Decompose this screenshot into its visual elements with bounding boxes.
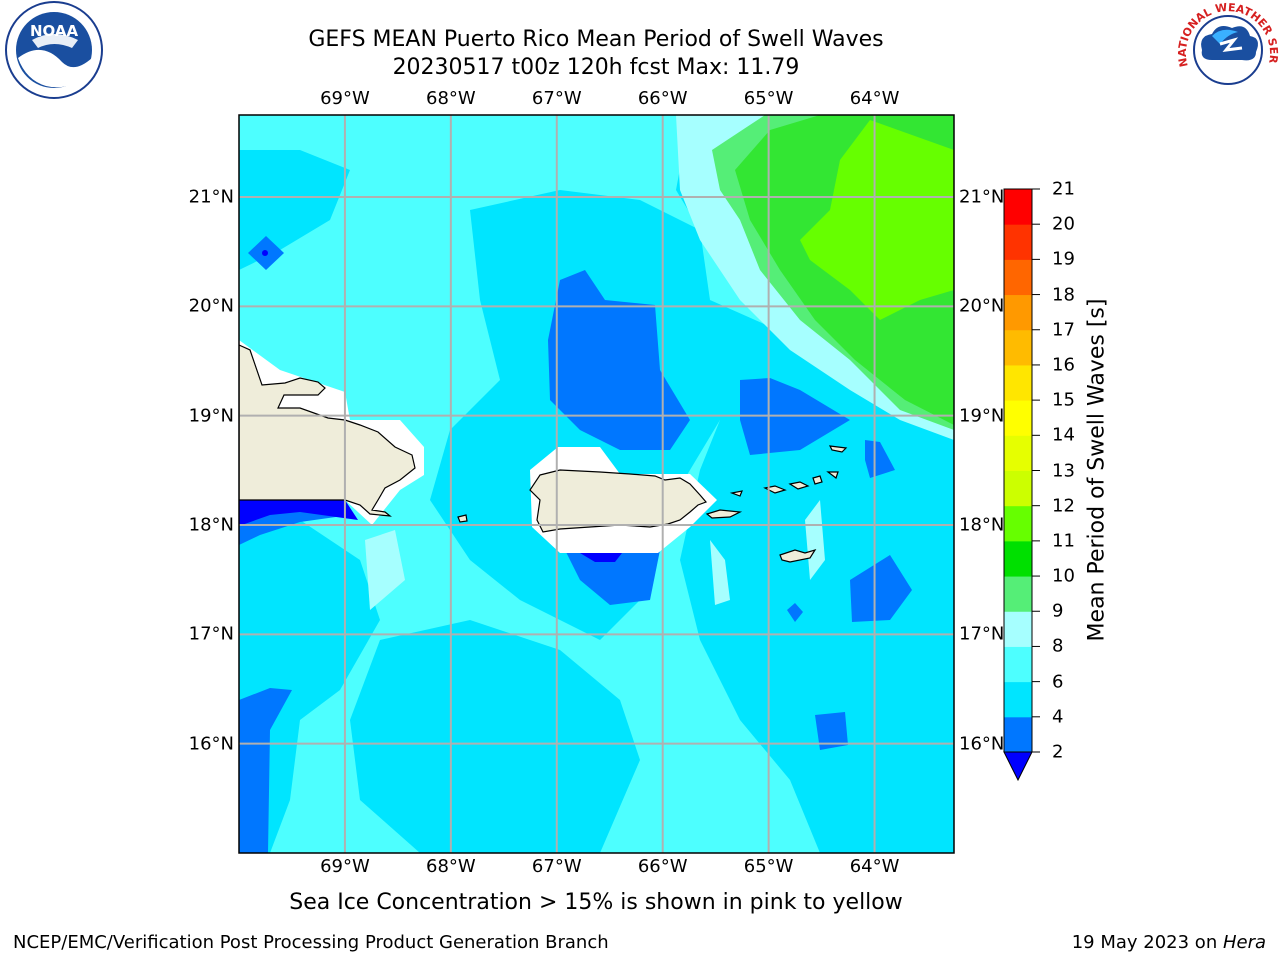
contour-8-9-patch-south	[365, 530, 405, 610]
colorbar-tick-label: 10	[1052, 565, 1075, 587]
colorbar-segment	[1004, 400, 1032, 436]
colorbar-tick-label: 20	[1052, 213, 1075, 235]
noaa-logo: NOAA	[5, 1, 103, 99]
colorbar	[1003, 188, 1040, 782]
footer-branch: NCEP/EMC/Verification Post Processing Pr…	[13, 932, 609, 953]
colorbar-tick-label: 14	[1052, 424, 1075, 446]
lon-label-bottom: 69°W	[320, 856, 370, 877]
colorbar-tick-label: 11	[1052, 530, 1075, 552]
land-st-croix	[779, 548, 817, 563]
colorbar-tick-label: 21	[1052, 178, 1075, 200]
land-virgin-islands	[729, 445, 848, 497]
contour-2-4-small	[787, 603, 803, 622]
land-mona	[457, 514, 468, 523]
lat-label-right: 18°N	[959, 514, 1005, 536]
lon-label-bottom: 65°W	[743, 856, 794, 877]
colorbar-tick-label: 6	[1052, 671, 1064, 693]
colorbar-title: Mean Period of Swell Waves [s]	[1084, 298, 1110, 642]
lat-label-left: 17°N	[188, 623, 234, 645]
contour-2-4-islands	[865, 440, 895, 478]
map-subtitle-ice-note: Sea Ice Concentration > 15% is shown in …	[289, 890, 903, 915]
lat-label-left: 18°N	[188, 514, 234, 536]
noaa-logo-text: NOAA	[30, 22, 79, 40]
lon-label-bottom: 66°W	[637, 856, 688, 877]
lat-label-left: 21°N	[188, 186, 234, 208]
contour-11-12-band	[800, 120, 954, 320]
colorbar-tick-label: 18	[1052, 284, 1075, 306]
colorbar-tick-label: 15	[1052, 389, 1075, 411]
colorbar-segment	[1004, 611, 1032, 647]
colorbar-segment	[1004, 716, 1032, 753]
lat-label-left: 20°N	[188, 295, 234, 317]
lat-label-left: 16°N	[188, 733, 234, 755]
map-grid	[239, 115, 954, 853]
colorbar-segment	[1004, 646, 1032, 683]
colorbar-segment	[1004, 540, 1032, 577]
chart-subtitle-forecast: 20230517 t00z 120h fcst Max: 11.79	[392, 55, 800, 80]
colorbar-tick-label: 9	[1052, 600, 1064, 622]
contour-4-6-south	[350, 620, 640, 853]
contour-8-9-patch-east	[710, 540, 730, 605]
land-hispaniola	[239, 344, 416, 517]
lat-label-left: 19°N	[188, 405, 234, 427]
colorbar-segment	[1004, 189, 1032, 225]
contour-below-2-dot	[262, 250, 268, 256]
map-frame	[238, 114, 955, 854]
contour-below-2-west	[239, 500, 358, 526]
lon-label-bottom: 68°W	[425, 856, 476, 877]
lon-label-bottom: 67°W	[531, 856, 582, 877]
lat-label-right: 20°N	[959, 295, 1005, 317]
lat-label-right: 17°N	[959, 623, 1005, 645]
colorbar-segment	[1004, 505, 1032, 542]
lon-label-top: 69°W	[320, 88, 370, 109]
colorbar-tick-label: 8	[1052, 635, 1064, 657]
colorbar-segment	[1004, 470, 1032, 507]
lat-label-right: 19°N	[959, 405, 1005, 427]
footer-host: Hera	[1222, 932, 1266, 953]
land-vieques	[705, 509, 743, 519]
colorbar-segment	[1004, 259, 1032, 296]
colorbar-under-extension	[1003, 751, 1033, 782]
contour-2-4-north-pr	[548, 270, 690, 450]
contour-below-2-pr-south	[580, 553, 622, 562]
contour-2-4-south-pr	[565, 550, 660, 605]
colorbar-tick-label: 19	[1052, 248, 1075, 270]
lat-label-right: 21°N	[959, 186, 1005, 208]
contour-2-4-west-edge	[239, 688, 292, 853]
colorbar-tick-label: 13	[1052, 460, 1075, 481]
lon-label-top: 64°W	[849, 88, 900, 109]
lon-label-top: 67°W	[531, 88, 582, 109]
colorbar-segment	[1004, 224, 1032, 260]
colorbar-segment	[1004, 364, 1032, 401]
footer-date: 19 May 2023 on Hera	[1072, 932, 1266, 953]
colorbar-segment	[1004, 294, 1032, 331]
colorbar-tick-label: 17	[1052, 319, 1075, 341]
contour-2-4-south-patch	[815, 712, 848, 750]
colorbar-segment	[1004, 576, 1032, 612]
lat-label-right: 16°N	[959, 733, 1005, 755]
footer-date-text: 19 May 2023 on	[1071, 932, 1223, 953]
contour-2-4-west-coast	[239, 508, 350, 545]
lon-label-top: 65°W	[743, 88, 794, 109]
lon-label-top: 66°W	[637, 88, 688, 109]
lon-label-top: 68°W	[425, 88, 476, 109]
contour-2-4-southeast	[850, 555, 912, 622]
contour-8-9-patch-vi	[805, 500, 825, 580]
nws-logo: NATIONAL WEATHER SERVICE	[1176, 0, 1280, 98]
map-fill-layer	[239, 115, 954, 853]
colorbar-tick-label: 16	[1052, 354, 1075, 376]
colorbar-tick-label: 12	[1052, 495, 1075, 517]
colorbar-tick-label: 4	[1052, 706, 1064, 728]
colorbar-tick-label: 2	[1052, 741, 1064, 763]
colorbar-segment	[1004, 435, 1032, 471]
colorbar-segment	[1004, 681, 1032, 718]
lon-label-bottom: 64°W	[849, 856, 900, 877]
colorbar-segment	[1004, 329, 1032, 366]
chart-title: GEFS MEAN Puerto Rico Mean Period of Swe…	[308, 27, 884, 52]
